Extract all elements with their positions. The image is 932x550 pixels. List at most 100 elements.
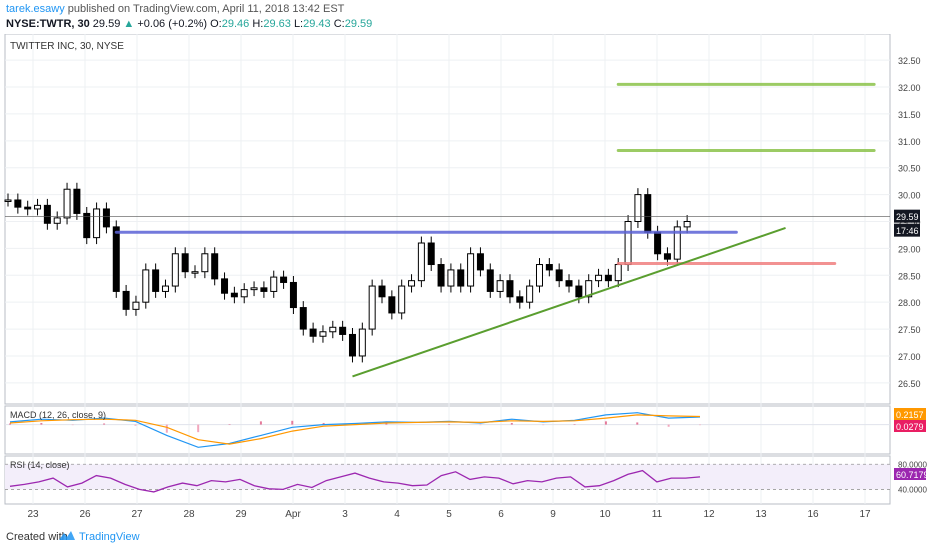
macd-value-box bbox=[894, 408, 926, 420]
y-tick-label: 26.50 bbox=[898, 379, 921, 389]
candle-body bbox=[496, 280, 504, 292]
candle-body bbox=[329, 326, 337, 333]
close-label: C: bbox=[333, 18, 345, 30]
candle-body bbox=[83, 212, 91, 239]
candle-body bbox=[595, 274, 603, 282]
candle-body bbox=[585, 280, 593, 298]
x-tick-label: Apr bbox=[285, 509, 301, 520]
x-tick-label: 29 bbox=[235, 509, 247, 520]
y-tick-label: 32.00 bbox=[898, 83, 921, 93]
candle-body bbox=[280, 276, 288, 283]
candle-body bbox=[575, 285, 583, 298]
candle-body bbox=[388, 296, 396, 314]
close-value: 29.59 bbox=[344, 18, 373, 30]
candle-body bbox=[368, 285, 376, 330]
candle-body bbox=[34, 204, 42, 210]
x-tick-label: 6 bbox=[498, 509, 504, 520]
last-price: 29.59 bbox=[92, 18, 121, 30]
candle-body bbox=[43, 204, 51, 224]
candle-body bbox=[663, 253, 671, 260]
candle-body bbox=[339, 326, 347, 335]
price-label-box bbox=[894, 223, 920, 237]
candle-body bbox=[230, 292, 238, 298]
tradingview-link[interactable]: TradingView bbox=[79, 531, 140, 543]
x-tick-label: 4 bbox=[394, 509, 400, 520]
y-tick-label: 31.00 bbox=[898, 137, 921, 147]
candle-body bbox=[555, 269, 563, 282]
candle-body bbox=[122, 290, 130, 310]
tradingview-logo-icon bbox=[59, 531, 75, 540]
candle-body bbox=[427, 242, 435, 266]
candle-body bbox=[73, 188, 81, 214]
created-with-label: Created with bbox=[6, 531, 68, 543]
open-label: O: bbox=[210, 18, 222, 30]
candle-body bbox=[63, 188, 71, 219]
candle-body bbox=[506, 280, 514, 298]
candle-body bbox=[398, 285, 406, 314]
chart-title: TWITTER INC, 30, NYSE bbox=[10, 41, 124, 52]
candle-body bbox=[201, 253, 209, 273]
high-label: H: bbox=[252, 18, 264, 30]
candle-body bbox=[171, 253, 179, 287]
macd-value-label: 0.2157 bbox=[896, 410, 924, 420]
footer: Created with TradingView bbox=[0, 524, 932, 550]
candle-body bbox=[417, 242, 425, 282]
price-label: 29.59 bbox=[896, 212, 919, 222]
x-tick-label: 9 bbox=[550, 509, 556, 520]
low-label: L: bbox=[293, 18, 304, 30]
x-tick-label: 27 bbox=[131, 509, 143, 520]
x-tick-label: 12 bbox=[703, 509, 715, 520]
x-tick-label: 3 bbox=[342, 509, 348, 520]
y-tick-label: 30.00 bbox=[898, 191, 921, 201]
x-tick-label: 13 bbox=[755, 509, 767, 520]
candle-body bbox=[161, 285, 169, 292]
up-arrow-icon: ▲ bbox=[123, 18, 135, 30]
candle-body bbox=[319, 331, 327, 337]
price-label-box bbox=[894, 209, 920, 223]
y-tick-label: 31.50 bbox=[898, 110, 921, 120]
candle-body bbox=[289, 281, 297, 309]
x-tick-label: 10 bbox=[599, 509, 611, 520]
x-tick-label: 26 bbox=[79, 509, 91, 520]
author-link[interactable]: tarek.esawy bbox=[6, 3, 65, 15]
candle-body bbox=[53, 217, 61, 224]
candle-body bbox=[142, 269, 150, 303]
x-tick-label: 16 bbox=[807, 509, 819, 520]
candle-body bbox=[14, 199, 22, 208]
candle-body bbox=[93, 208, 101, 239]
open-value: 29.46 bbox=[221, 18, 250, 30]
chart-area[interactable]: 23 26 27 28 29 Apr 3 4 5 6 9 10 11 12 13 16 17 32.50 32.00… bbox=[0, 34, 932, 524]
x-tick-label: 28 bbox=[183, 509, 195, 520]
candle-body bbox=[132, 301, 140, 310]
macd-series-line bbox=[9, 414, 701, 445]
x-tick-label: 11 bbox=[652, 509, 663, 520]
candle-body bbox=[545, 264, 553, 271]
y-tick-label: 29.00 bbox=[898, 244, 921, 254]
candle-body bbox=[211, 253, 219, 280]
candle-body bbox=[299, 307, 307, 330]
candle-body bbox=[358, 328, 366, 357]
candle-body bbox=[486, 269, 494, 292]
candle-body bbox=[614, 264, 622, 282]
rsi-series-line bbox=[9, 469, 701, 493]
x-tick-label: 17 bbox=[859, 509, 871, 520]
candle-body bbox=[270, 276, 278, 292]
y-tick-label: 28.00 bbox=[898, 298, 921, 308]
candle-body bbox=[112, 226, 120, 292]
candle-body bbox=[634, 194, 642, 223]
publish-line: tarek.esawy published on TradingView.com… bbox=[6, 3, 344, 15]
candle-body bbox=[191, 271, 199, 274]
macd-value-box bbox=[894, 420, 926, 432]
y-tick-label: 27.50 bbox=[898, 325, 921, 335]
candle-body bbox=[467, 253, 475, 287]
candle-body bbox=[250, 287, 258, 291]
candle-body bbox=[457, 269, 465, 287]
rsi-value-label: 60.7179 bbox=[896, 470, 929, 480]
candle-body bbox=[240, 289, 248, 298]
price-change: +0.06 (+0.2%) bbox=[137, 18, 208, 30]
candle-body bbox=[535, 264, 543, 287]
candle-body bbox=[476, 253, 484, 271]
symbol-label: NYSE:TWTR, 30 bbox=[6, 18, 90, 30]
candle-body bbox=[437, 264, 445, 287]
candle-body bbox=[221, 278, 229, 294]
